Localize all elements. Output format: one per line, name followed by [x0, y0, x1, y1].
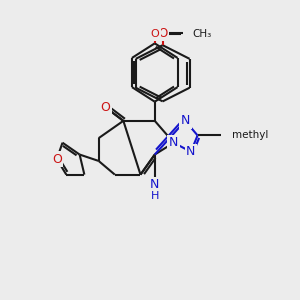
Text: O: O — [52, 153, 62, 166]
Text: O: O — [158, 26, 167, 40]
Text: O: O — [150, 29, 159, 39]
Text: CH₃: CH₃ — [193, 28, 211, 38]
Text: H: H — [151, 190, 159, 201]
Text: N: N — [169, 136, 178, 149]
Text: O: O — [100, 101, 110, 114]
Text: N: N — [150, 178, 159, 191]
Text: methyl: methyl — [232, 130, 268, 140]
Text: N: N — [186, 145, 196, 158]
Text: N: N — [181, 114, 190, 127]
Text: CH₃: CH₃ — [192, 29, 211, 39]
